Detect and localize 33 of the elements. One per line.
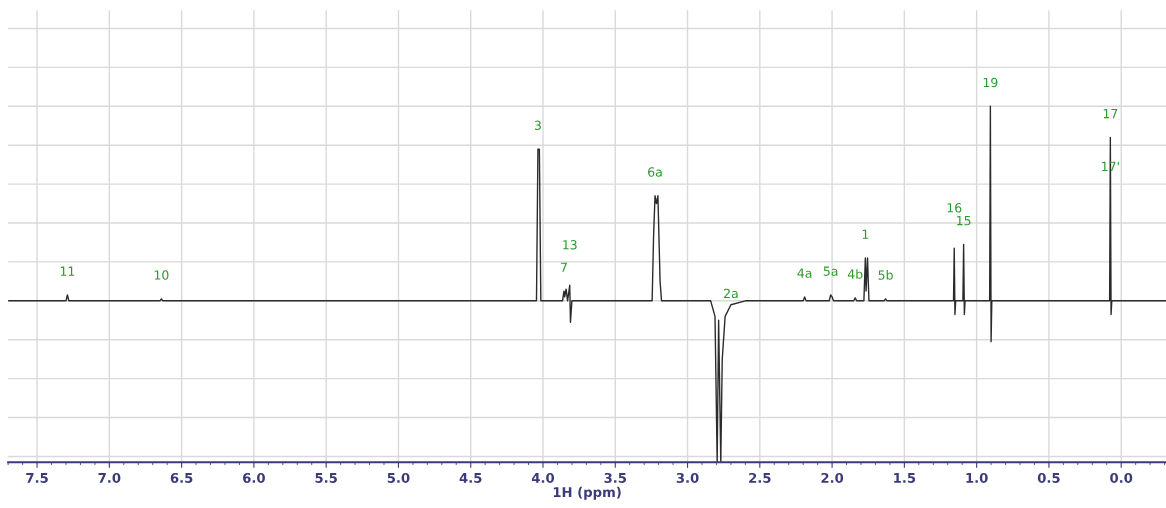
annotation: 13 xyxy=(563,240,577,250)
x-tick-label: 3.0 xyxy=(676,472,699,483)
annotation: 2a xyxy=(724,288,738,299)
x-tick-label: 2.5 xyxy=(749,472,771,483)
x-tick-label: 1.0 xyxy=(966,472,988,483)
x-tick-label: 5.5 xyxy=(315,473,337,483)
annotation: 1 xyxy=(862,229,869,239)
x-tick-label: 0.5 xyxy=(1037,472,1060,483)
x-tick-label: 1.5 xyxy=(894,473,916,483)
x-tick-label: 7.5 xyxy=(26,473,48,483)
x-tick-label: 2.0 xyxy=(821,472,844,483)
annotation: 15 xyxy=(957,216,971,226)
x-tick-label: 0.0 xyxy=(1110,472,1133,483)
x-tick-label: 6.0 xyxy=(243,472,265,483)
annotation: 5a xyxy=(823,266,838,276)
annotation: 3 xyxy=(534,120,541,130)
annotation: 4a xyxy=(797,268,812,278)
annotation: 5b xyxy=(878,270,893,280)
x-tick-label: 4.0 xyxy=(531,472,555,483)
annotation: 11 xyxy=(60,266,75,276)
x-tick-label: 7.0 xyxy=(98,472,121,483)
x-tick-label: 5.0 xyxy=(387,472,410,483)
x-tick-label: 3.5 xyxy=(604,472,627,483)
x-axis-title: 1H (ppm) xyxy=(553,486,621,500)
annotation: 16 xyxy=(947,203,962,213)
x-tick-label: 4.5 xyxy=(459,473,482,483)
annotation: 19 xyxy=(983,77,998,88)
annotation: 7 xyxy=(561,262,567,272)
annotation: 17 xyxy=(1103,109,1118,119)
x-tick-label: 6.5 xyxy=(170,472,193,483)
annotation: 6a xyxy=(648,167,662,177)
annotation: 10 xyxy=(154,270,169,280)
annotation: 4b xyxy=(847,269,863,279)
